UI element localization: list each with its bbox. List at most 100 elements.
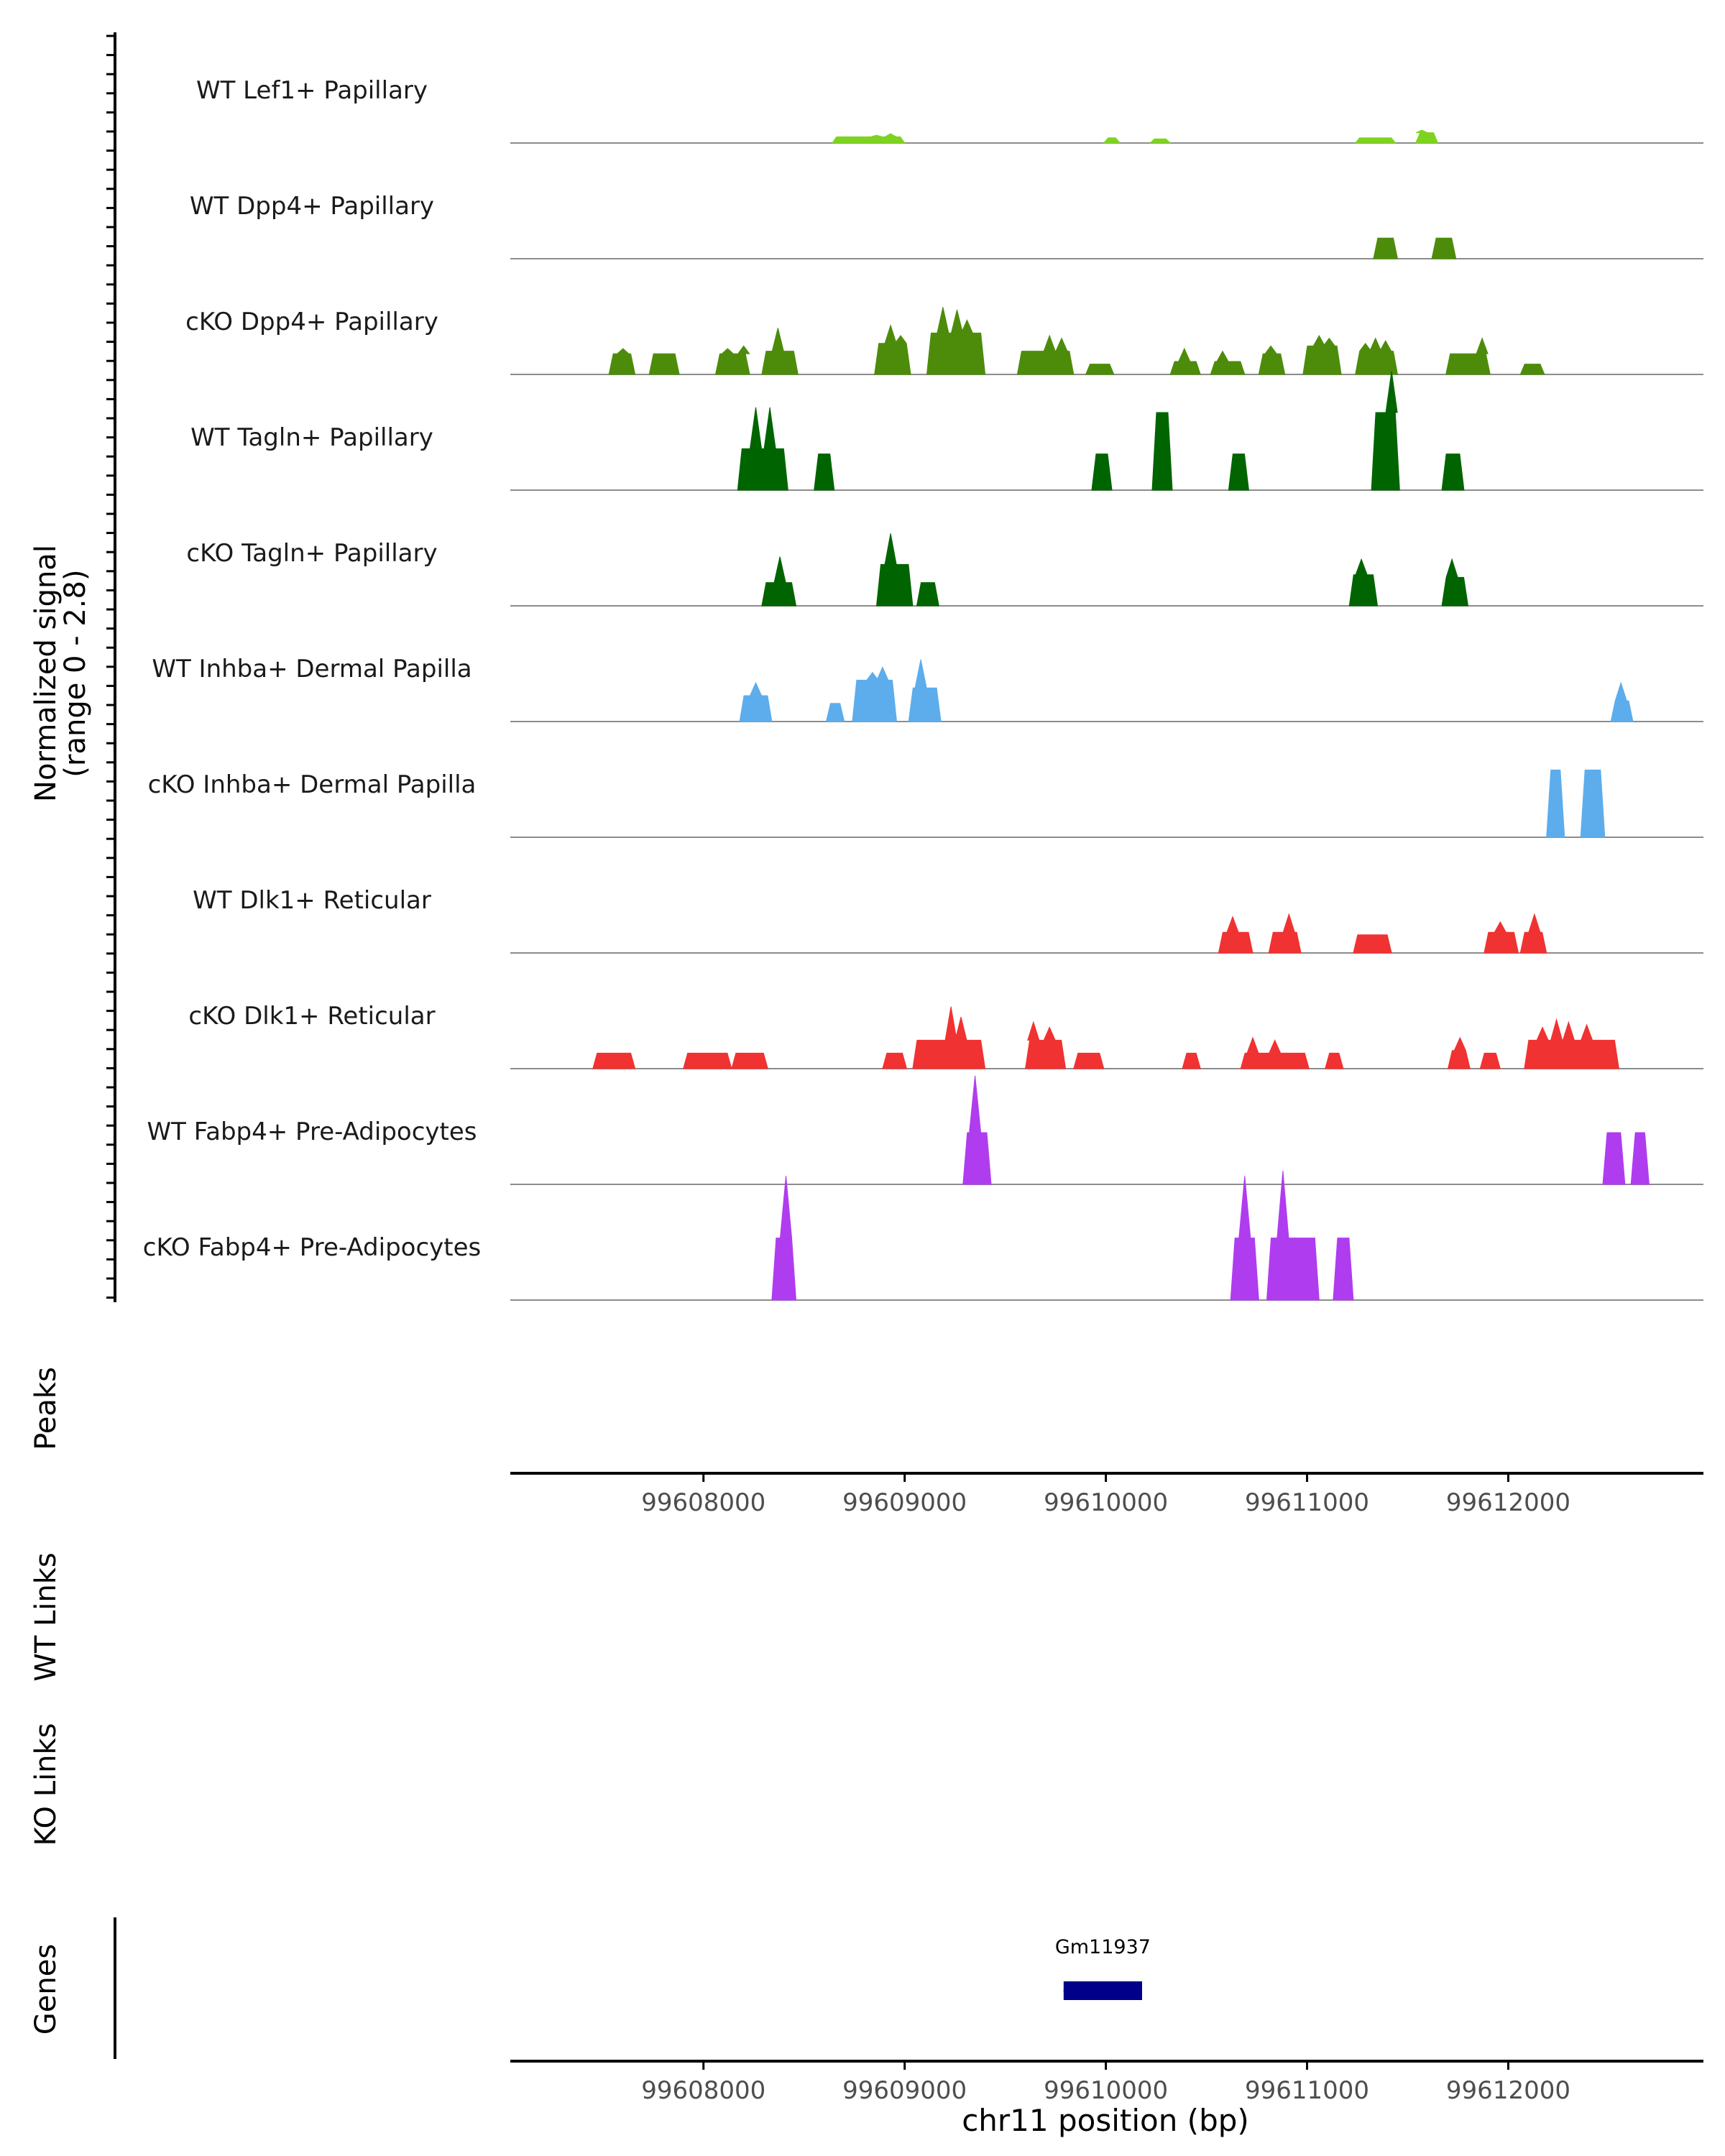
x-tick-label: 99609000	[842, 1488, 967, 1517]
coverage-area	[814, 453, 835, 491]
wt-links-track-label: WT Links	[29, 1552, 63, 1681]
coverage-area	[1258, 345, 1286, 375]
signal-y-axis-title-line1: Normalized signal	[29, 545, 63, 802]
coverage-area	[962, 1075, 992, 1185]
track-6: cKO Inhba+ Dermal Papilla	[148, 769, 1703, 838]
coverage-area	[592, 1052, 636, 1069]
genes-track-label: Genes	[29, 1944, 63, 2035]
coverage-area	[1354, 137, 1397, 144]
coverage-area	[683, 1052, 732, 1069]
track-4: cKO Tagln+ Papillary	[186, 533, 1703, 607]
signal-y-axis-title-line2: (range 0 - 2.8)	[59, 569, 92, 777]
track-label: cKO Tagln+ Papillary	[186, 539, 437, 568]
track-label: cKO Fabp4+ Pre-Adipocytes	[143, 1233, 482, 1262]
x-tick-label: 99612000	[1446, 1488, 1570, 1517]
gene-exon	[1063, 1981, 1142, 2000]
coverage-area	[1073, 1052, 1105, 1069]
track-1: WT Dpp4+ Papillary	[190, 192, 1703, 259]
coverage-area	[1602, 1132, 1626, 1185]
track-7: WT Dlk1+ Reticular	[193, 886, 1703, 954]
signal-y-ticks	[106, 34, 115, 1299]
coverage-area	[1348, 558, 1379, 607]
coverage-area	[739, 681, 773, 722]
gene-annotations: Gm11937	[1055, 1936, 1151, 2000]
upper-x-axis-ticks: 99608000 99609000 99610000 99611000 99612000	[641, 1473, 1570, 1517]
coverage-area	[1355, 337, 1399, 375]
coverage-area	[908, 659, 942, 722]
coverage-area	[1268, 913, 1302, 954]
coverage-area	[737, 407, 788, 491]
coverage-area	[1519, 364, 1545, 375]
coverage-area	[1445, 337, 1491, 375]
coverage-area	[1524, 1018, 1619, 1069]
coverage-area	[1266, 1170, 1320, 1301]
lower-x-axis-ticks: 99608000 99609000 99610000 99611000 99612000	[641, 2061, 1570, 2105]
coverage-area	[874, 323, 911, 375]
coverage-area	[1103, 137, 1121, 144]
coverage-area	[1169, 347, 1201, 375]
coverage-area	[1414, 129, 1439, 144]
track-label: WT Dlk1+ Reticular	[193, 886, 431, 915]
x-tick-label: 99610000	[1044, 1488, 1168, 1517]
track-8: cKO Dlk1+ Reticular	[188, 1002, 1703, 1069]
x-axis-title: chr11 position (bp)	[962, 2103, 1249, 2138]
coverage-area	[1484, 921, 1519, 954]
coverage-area	[926, 307, 986, 375]
coverage-area	[1441, 453, 1465, 491]
coverage-area	[1016, 334, 1075, 375]
track-5: WT Inhba+ Dermal Papilla	[152, 655, 1703, 722]
coverage-area	[771, 1176, 797, 1301]
coverage-area	[831, 133, 906, 144]
coverage-area	[1479, 1052, 1501, 1069]
coverage-area	[1580, 769, 1606, 838]
coverage-area	[1371, 371, 1400, 491]
coverage-area	[1333, 1238, 1354, 1301]
x-tick-label: 99610000	[1044, 2076, 1168, 2105]
track-label: WT Lef1+ Papillary	[196, 76, 428, 105]
coverage-area	[1240, 1036, 1310, 1069]
coverage-area	[1519, 913, 1547, 954]
coverage-area	[912, 1006, 986, 1069]
track-10: cKO Fabp4+ Pre-Adipocytes	[143, 1170, 1703, 1301]
coverage-area	[1610, 681, 1634, 722]
track-2: cKO Dpp4+ Papillary	[185, 307, 1703, 375]
coverage-area	[731, 1052, 768, 1069]
ko-links-track-label: KO Links	[29, 1723, 63, 1846]
coverage-area	[1325, 1052, 1344, 1069]
x-tick-label: 99611000	[1245, 2076, 1369, 2105]
coverage-area	[1218, 916, 1254, 954]
coverage-area	[1230, 1176, 1259, 1301]
x-tick-label: 99608000	[641, 2076, 765, 2105]
coverage-area	[1151, 412, 1173, 491]
coverage-area	[1228, 453, 1249, 491]
x-tick-label: 99612000	[1446, 2076, 1570, 2105]
coverage-area	[1091, 453, 1113, 491]
x-tick-label: 99609000	[842, 2076, 967, 2105]
coverage-area	[916, 582, 939, 607]
coverage-area	[1630, 1132, 1650, 1185]
coverage-area	[852, 666, 898, 722]
coverage-area	[714, 345, 750, 375]
track-label: WT Dpp4+ Papillary	[190, 192, 434, 221]
x-tick-label: 99611000	[1245, 1488, 1369, 1517]
coverage-area	[825, 703, 845, 722]
coverage-area	[761, 556, 797, 607]
coverage-area	[761, 328, 799, 375]
track-label: cKO Dpp4+ Papillary	[185, 308, 438, 336]
signal-tracks: WT Lef1+ Papillary WT Dpp4+ Papillary cKO …	[143, 76, 1703, 1301]
track-label: cKO Inhba+ Dermal Papilla	[148, 770, 477, 799]
coverage-area	[1210, 350, 1246, 375]
coverage-area	[1302, 334, 1342, 375]
coverage-area	[1182, 1052, 1201, 1069]
coverage-area	[608, 348, 636, 375]
coverage-area	[1085, 364, 1115, 375]
coverage-area	[1025, 1021, 1067, 1069]
coverage-area	[1149, 138, 1172, 144]
coverage-area	[882, 1052, 908, 1069]
coverage-area	[1353, 934, 1392, 954]
track-label: WT Tagln+ Papillary	[190, 423, 433, 452]
track-label: WT Fabp4+ Pre-Adipocytes	[147, 1118, 477, 1146]
coverage-area	[648, 353, 680, 375]
track-label: WT Inhba+ Dermal Papilla	[152, 655, 472, 683]
